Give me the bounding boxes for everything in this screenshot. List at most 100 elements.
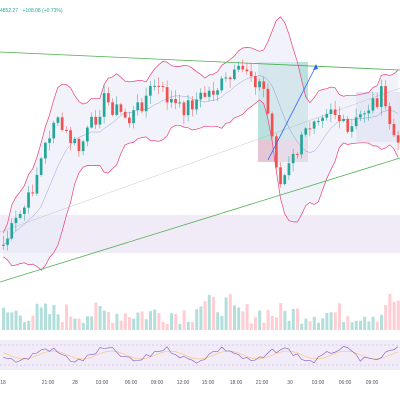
candle[interactable] <box>203 92 207 97</box>
candle[interactable] <box>191 100 194 110</box>
candle[interactable] <box>81 141 85 152</box>
candle[interactable] <box>174 98 177 104</box>
candle[interactable] <box>86 127 89 142</box>
volume-bar[interactable] <box>312 316 316 330</box>
volume-bar[interactable] <box>354 320 358 330</box>
candle[interactable] <box>77 138 81 152</box>
candle[interactable] <box>102 93 106 117</box>
candle[interactable] <box>207 90 211 97</box>
candle[interactable] <box>342 118 345 121</box>
volume-bar[interactable] <box>157 313 161 330</box>
volume-bar[interactable] <box>216 312 220 330</box>
volume-bar[interactable] <box>287 320 291 330</box>
candle[interactable] <box>149 86 152 96</box>
volume-bar[interactable] <box>245 303 249 330</box>
volume-bar[interactable] <box>123 313 127 330</box>
candle[interactable] <box>35 174 39 194</box>
candle[interactable] <box>287 163 291 176</box>
candle[interactable] <box>371 98 375 111</box>
volume-bar[interactable] <box>140 311 144 330</box>
volume-bar[interactable] <box>199 306 203 330</box>
volume-bar[interactable] <box>31 315 35 330</box>
candle[interactable] <box>132 110 135 124</box>
candle[interactable] <box>6 238 9 245</box>
candle[interactable] <box>266 88 270 114</box>
candle[interactable] <box>338 115 341 121</box>
volume-bar[interactable] <box>65 304 68 330</box>
candle[interactable] <box>56 117 60 123</box>
volume-bar[interactable] <box>161 321 165 330</box>
candle[interactable] <box>115 104 119 115</box>
projection-arrow[interactable] <box>267 65 317 161</box>
volume-bar[interactable] <box>283 310 287 330</box>
volume-bar[interactable] <box>18 315 22 330</box>
volume-bar[interactable] <box>342 322 346 330</box>
candle[interactable] <box>23 207 26 214</box>
volume-bar[interactable] <box>350 322 354 330</box>
candle[interactable] <box>48 138 51 143</box>
candle[interactable] <box>94 116 98 125</box>
volume-bar[interactable] <box>241 311 245 330</box>
volume-bar[interactable] <box>81 322 85 330</box>
volume-bar[interactable] <box>149 311 152 330</box>
time-axis[interactable]: 18 21:00 28 03:00 06:00 09:00 12:00 15:0… <box>0 376 400 390</box>
candle[interactable] <box>216 90 219 95</box>
candle[interactable] <box>153 85 156 87</box>
volume-bar[interactable] <box>212 296 215 330</box>
candle[interactable] <box>136 102 140 111</box>
volume-bar[interactable] <box>266 310 270 330</box>
candle[interactable] <box>144 95 148 112</box>
volume-bar[interactable] <box>304 318 308 330</box>
candle[interactable] <box>157 85 161 87</box>
candle[interactable] <box>186 100 190 116</box>
candle[interactable] <box>2 244 5 246</box>
candle[interactable] <box>350 126 354 132</box>
volume-bar[interactable] <box>77 318 81 330</box>
candle[interactable] <box>308 128 312 130</box>
candle[interactable] <box>291 154 295 164</box>
volume-bar[interactable] <box>186 321 190 330</box>
candle[interactable] <box>375 98 379 107</box>
volume-bar[interactable] <box>396 300 400 330</box>
volume-bar[interactable] <box>111 322 115 330</box>
candle[interactable] <box>237 65 240 70</box>
candle[interactable] <box>199 92 203 100</box>
candle[interactable] <box>31 192 35 194</box>
volume-bar[interactable] <box>170 313 173 330</box>
volume-bar[interactable] <box>329 312 333 330</box>
candle[interactable] <box>317 120 320 122</box>
candle[interactable] <box>304 128 308 135</box>
volume-bar[interactable] <box>73 318 77 330</box>
volume-bar[interactable] <box>359 320 362 330</box>
candle[interactable] <box>321 117 324 121</box>
volume-bar[interactable] <box>153 309 157 330</box>
volume-bar[interactable] <box>44 303 47 330</box>
candle[interactable] <box>220 78 224 91</box>
candle[interactable] <box>384 86 387 107</box>
candle[interactable] <box>388 106 392 125</box>
candles[interactable] <box>2 59 400 251</box>
candle[interactable] <box>258 81 261 88</box>
volume-bar[interactable] <box>69 316 73 330</box>
candle[interactable] <box>98 116 102 125</box>
candle[interactable] <box>367 110 371 114</box>
volume-bar[interactable] <box>207 294 211 330</box>
volume-bar[interactable] <box>182 310 186 330</box>
candle[interactable] <box>300 134 303 155</box>
volume-bar[interactable] <box>237 307 241 330</box>
volume-bar[interactable] <box>2 307 5 330</box>
candle[interactable] <box>312 121 316 129</box>
lower-trendline[interactable] <box>0 157 400 283</box>
candle[interactable] <box>329 109 333 114</box>
volume-bar[interactable] <box>224 297 228 330</box>
candle[interactable] <box>380 86 383 107</box>
volume-bar[interactable] <box>178 323 182 330</box>
volume-bar[interactable] <box>48 314 52 330</box>
volume-bar[interactable] <box>333 312 337 330</box>
volume-bar[interactable] <box>233 305 236 330</box>
volume-bar[interactable] <box>23 322 26 330</box>
volume-bar[interactable] <box>367 321 371 330</box>
rsi-pane[interactable] <box>0 340 400 370</box>
volume-bar[interactable] <box>6 312 10 330</box>
